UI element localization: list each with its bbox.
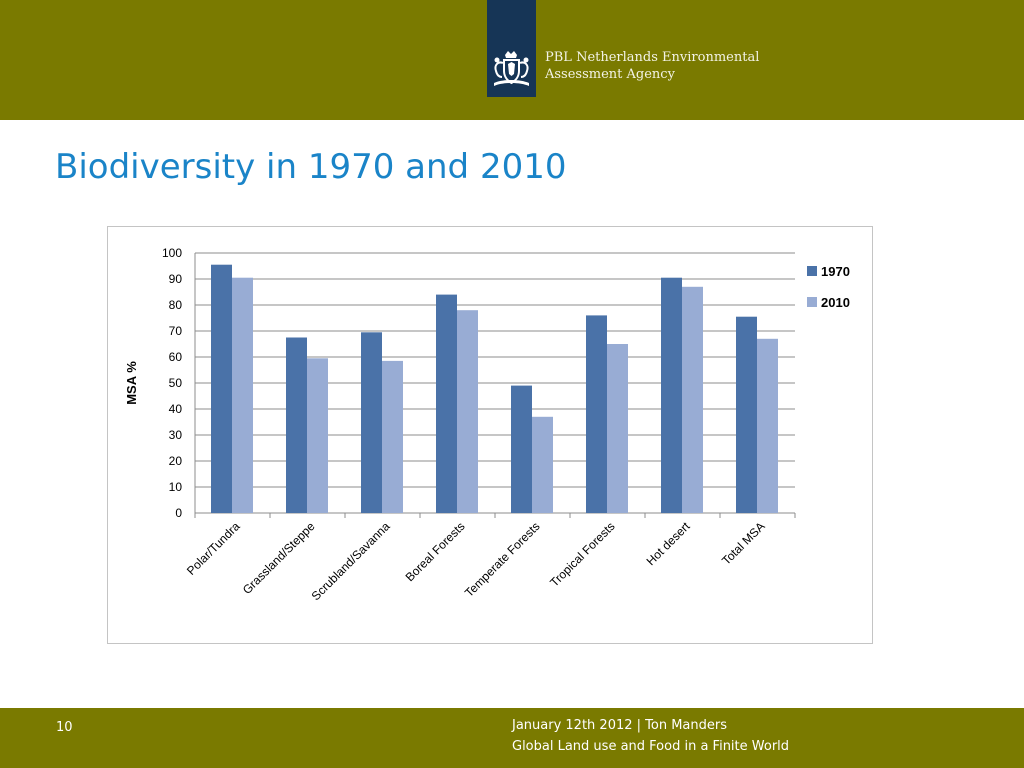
bar <box>682 286 703 513</box>
agency-name: PBL Netherlands Environmental Assessment… <box>545 49 759 83</box>
bar <box>457 310 478 513</box>
y-tick-label: 30 <box>169 428 183 442</box>
bar <box>532 416 553 513</box>
slide-title: Biodiversity in 1970 and 2010 <box>55 147 567 187</box>
bar <box>361 332 382 513</box>
x-tick-label: Hot desert <box>644 519 694 569</box>
legend-label: 2010 <box>821 295 850 310</box>
header-band: PBL Netherlands Environmental Assessment… <box>0 0 1024 120</box>
bar <box>661 277 682 513</box>
page-number: 10 <box>56 720 73 735</box>
agency-name-line2: Assessment Agency <box>545 67 675 82</box>
x-tick-label: Boreal Forests <box>403 519 468 584</box>
netherlands-coat-of-arms-icon <box>494 51 529 86</box>
footer-band: 10 January 12th 2012 | Ton Manders Globa… <box>0 708 1024 768</box>
bar <box>736 316 757 513</box>
bar <box>211 264 232 513</box>
legend-swatch <box>807 266 817 276</box>
bar <box>511 385 532 513</box>
bar <box>607 344 628 513</box>
agency-name-line1: PBL Netherlands Environmental <box>545 50 760 65</box>
bar <box>307 358 328 513</box>
x-tick-label: Temperate Forests <box>462 519 543 600</box>
y-tick-label: 40 <box>169 402 183 416</box>
bar <box>436 294 457 513</box>
y-tick-label: 20 <box>169 454 183 468</box>
y-tick-label: 50 <box>169 376 183 390</box>
bar <box>382 360 403 513</box>
y-tick-label: 100 <box>162 246 182 260</box>
y-tick-label: 70 <box>169 324 183 338</box>
bar <box>586 315 607 513</box>
logo-block <box>487 0 536 97</box>
footer-date-author: January 12th 2012 | Ton Manders <box>512 718 728 733</box>
legend-swatch <box>807 297 817 307</box>
bar <box>286 337 307 513</box>
y-tick-label: 60 <box>169 350 183 364</box>
y-axis-label: MSA % <box>124 361 139 405</box>
chart-frame: 0 10 20 30 40 50 60 70 80 90 100 Polar/Tundra Grassl… <box>107 226 873 644</box>
bar-chart: 0 10 20 30 40 50 60 70 80 90 100 Polar/TundraGrassl… <box>124 246 850 603</box>
y-tick-label: 80 <box>169 298 183 312</box>
bar <box>757 338 778 513</box>
x-tick-label: Grassland/Steppe <box>240 519 318 597</box>
y-tick-label: 90 <box>169 272 183 286</box>
x-tick-label: Polar/Tundra <box>184 519 243 578</box>
x-tick-label: Scrubland/Savanna <box>309 519 393 603</box>
y-tick-label: 0 <box>175 506 182 520</box>
footer-subtitle: Global Land use and Food in a Finite Wor… <box>512 739 790 754</box>
bar <box>232 277 253 513</box>
x-tick-label: Tropical Forests <box>547 519 617 589</box>
y-tick-label: 10 <box>169 480 183 494</box>
legend-label: 1970 <box>821 264 850 279</box>
x-tick-label: Total MSA <box>719 519 768 568</box>
